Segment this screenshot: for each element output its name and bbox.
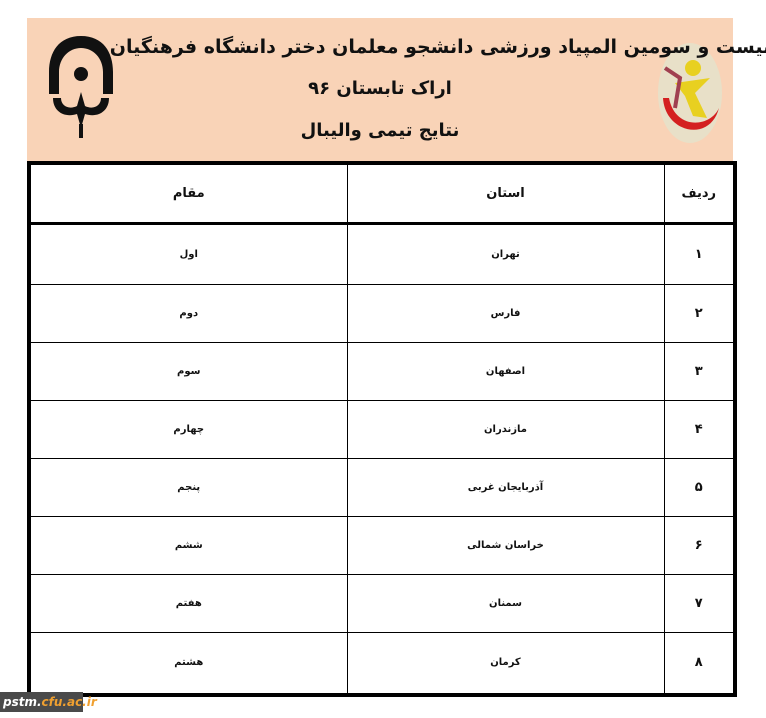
results-table: ردیف استان مقام ۱ تهران اول ۲ فارس دوم ۳ اصفهان…: [27, 161, 737, 697]
watermark-part1: pstm.: [3, 695, 42, 709]
rank-cell: ۷: [663, 573, 736, 633]
province-cell: آذربایجان غربی: [346, 457, 665, 517]
rank-cell: ۱: [663, 222, 736, 286]
title-line-3: نتایج تیمی والیبال: [300, 120, 460, 141]
table-row: ۱ تهران اول: [28, 222, 736, 286]
title-line-1: بیست و سومین المپیاد ورزشی دانشجو معلمان…: [109, 36, 766, 58]
column-header-province: استان: [346, 162, 665, 225]
table-row: ۲ فارس دوم: [28, 284, 736, 344]
place-cell: اول: [28, 222, 348, 286]
table-header-row: ردیف استان مقام: [28, 162, 736, 225]
province-cell: فارس: [346, 284, 665, 344]
rank-cell: ۸: [663, 631, 736, 696]
rank-cell: ۴: [663, 399, 736, 459]
table-row: ۷ سمنان هفتم: [28, 573, 736, 633]
place-cell: چهارم: [28, 399, 348, 459]
place-cell: ششم: [28, 515, 348, 575]
province-cell: کرمان: [346, 631, 665, 696]
province-cell: خراسان شمالی: [346, 515, 665, 575]
province-cell: سمنان: [346, 573, 665, 633]
table-row: ۸ کرمان هشتم: [28, 631, 736, 696]
rank-cell: ۳: [663, 342, 736, 401]
place-cell: هشتم: [28, 631, 348, 696]
table-row: ۳ اصفهان سوم: [28, 342, 736, 401]
column-header-rank: ردیف: [663, 162, 736, 225]
place-cell: دوم: [28, 284, 348, 344]
province-cell: اصفهان: [346, 342, 665, 401]
rank-cell: ۲: [663, 284, 736, 344]
watermark-part2: cfu.ac.ir: [41, 695, 97, 709]
farhangian-university-logo: [49, 36, 113, 138]
place-cell: هفتم: [28, 573, 348, 633]
table-row: ۴ مازندران چهارم: [28, 399, 736, 459]
rank-cell: ۵: [663, 457, 736, 517]
place-cell: سوم: [28, 342, 348, 401]
province-cell: تهران: [346, 222, 665, 286]
column-header-place: مقام: [28, 162, 348, 225]
place-cell: پنجم: [28, 457, 348, 517]
header-banner: بیست و سومین المپیاد ورزشی دانشجو معلمان…: [27, 18, 766, 161]
province-cell: مازندران: [346, 399, 665, 459]
watermark: pstm.cfu.ac.ir: [0, 692, 97, 712]
olympiad-emblem: [658, 43, 722, 143]
table-row: ۵ آذربایجان غربی پنجم: [28, 457, 736, 517]
title-line-2: اراک تابستان ۹۶: [308, 78, 452, 99]
rank-cell: ۶: [663, 515, 736, 575]
table-row: ۶ خراسان شمالی ششم: [28, 515, 736, 575]
